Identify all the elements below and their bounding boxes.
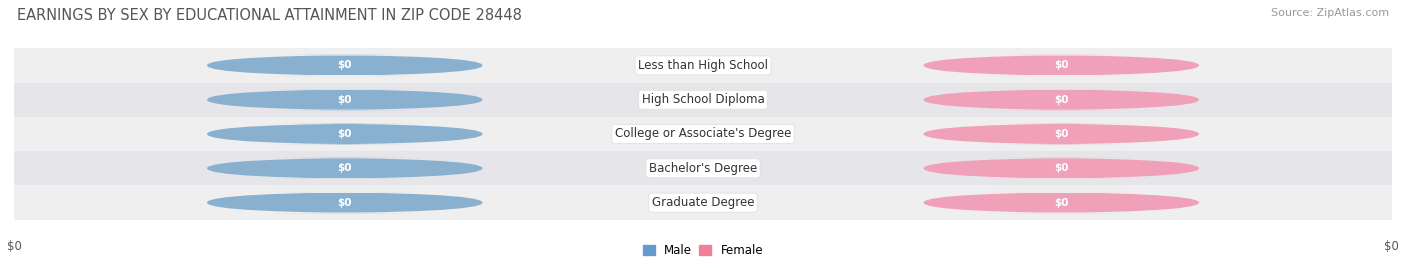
Text: $0: $0 <box>337 129 352 139</box>
FancyBboxPatch shape <box>924 123 1199 145</box>
Text: $0: $0 <box>1054 60 1069 70</box>
Bar <box>14 48 1392 83</box>
FancyBboxPatch shape <box>924 89 1199 110</box>
Text: $0: $0 <box>337 95 352 105</box>
Text: $0: $0 <box>337 60 352 70</box>
Text: Source: ZipAtlas.com: Source: ZipAtlas.com <box>1271 8 1389 18</box>
FancyBboxPatch shape <box>924 158 1199 179</box>
FancyBboxPatch shape <box>924 192 1199 213</box>
FancyBboxPatch shape <box>207 192 482 213</box>
Bar <box>14 185 1392 220</box>
Legend: Male, Female: Male, Female <box>638 239 768 262</box>
FancyBboxPatch shape <box>924 55 1199 76</box>
Text: Bachelor's Degree: Bachelor's Degree <box>650 162 756 175</box>
Text: $0: $0 <box>1054 129 1069 139</box>
Text: High School Diploma: High School Diploma <box>641 93 765 106</box>
Text: $0: $0 <box>1054 163 1069 173</box>
FancyBboxPatch shape <box>207 55 482 76</box>
Text: $0: $0 <box>337 163 352 173</box>
Text: $0: $0 <box>7 240 22 253</box>
FancyBboxPatch shape <box>207 158 482 179</box>
Text: Graduate Degree: Graduate Degree <box>652 196 754 209</box>
FancyBboxPatch shape <box>207 123 482 145</box>
Text: $0: $0 <box>1054 198 1069 208</box>
Text: $0: $0 <box>1384 240 1399 253</box>
Text: $0: $0 <box>1054 95 1069 105</box>
Text: EARNINGS BY SEX BY EDUCATIONAL ATTAINMENT IN ZIP CODE 28448: EARNINGS BY SEX BY EDUCATIONAL ATTAINMEN… <box>17 8 522 23</box>
Bar <box>14 117 1392 151</box>
Bar <box>14 83 1392 117</box>
FancyBboxPatch shape <box>207 89 482 110</box>
Bar <box>14 151 1392 185</box>
Text: College or Associate's Degree: College or Associate's Degree <box>614 128 792 140</box>
Text: $0: $0 <box>337 198 352 208</box>
Text: Less than High School: Less than High School <box>638 59 768 72</box>
